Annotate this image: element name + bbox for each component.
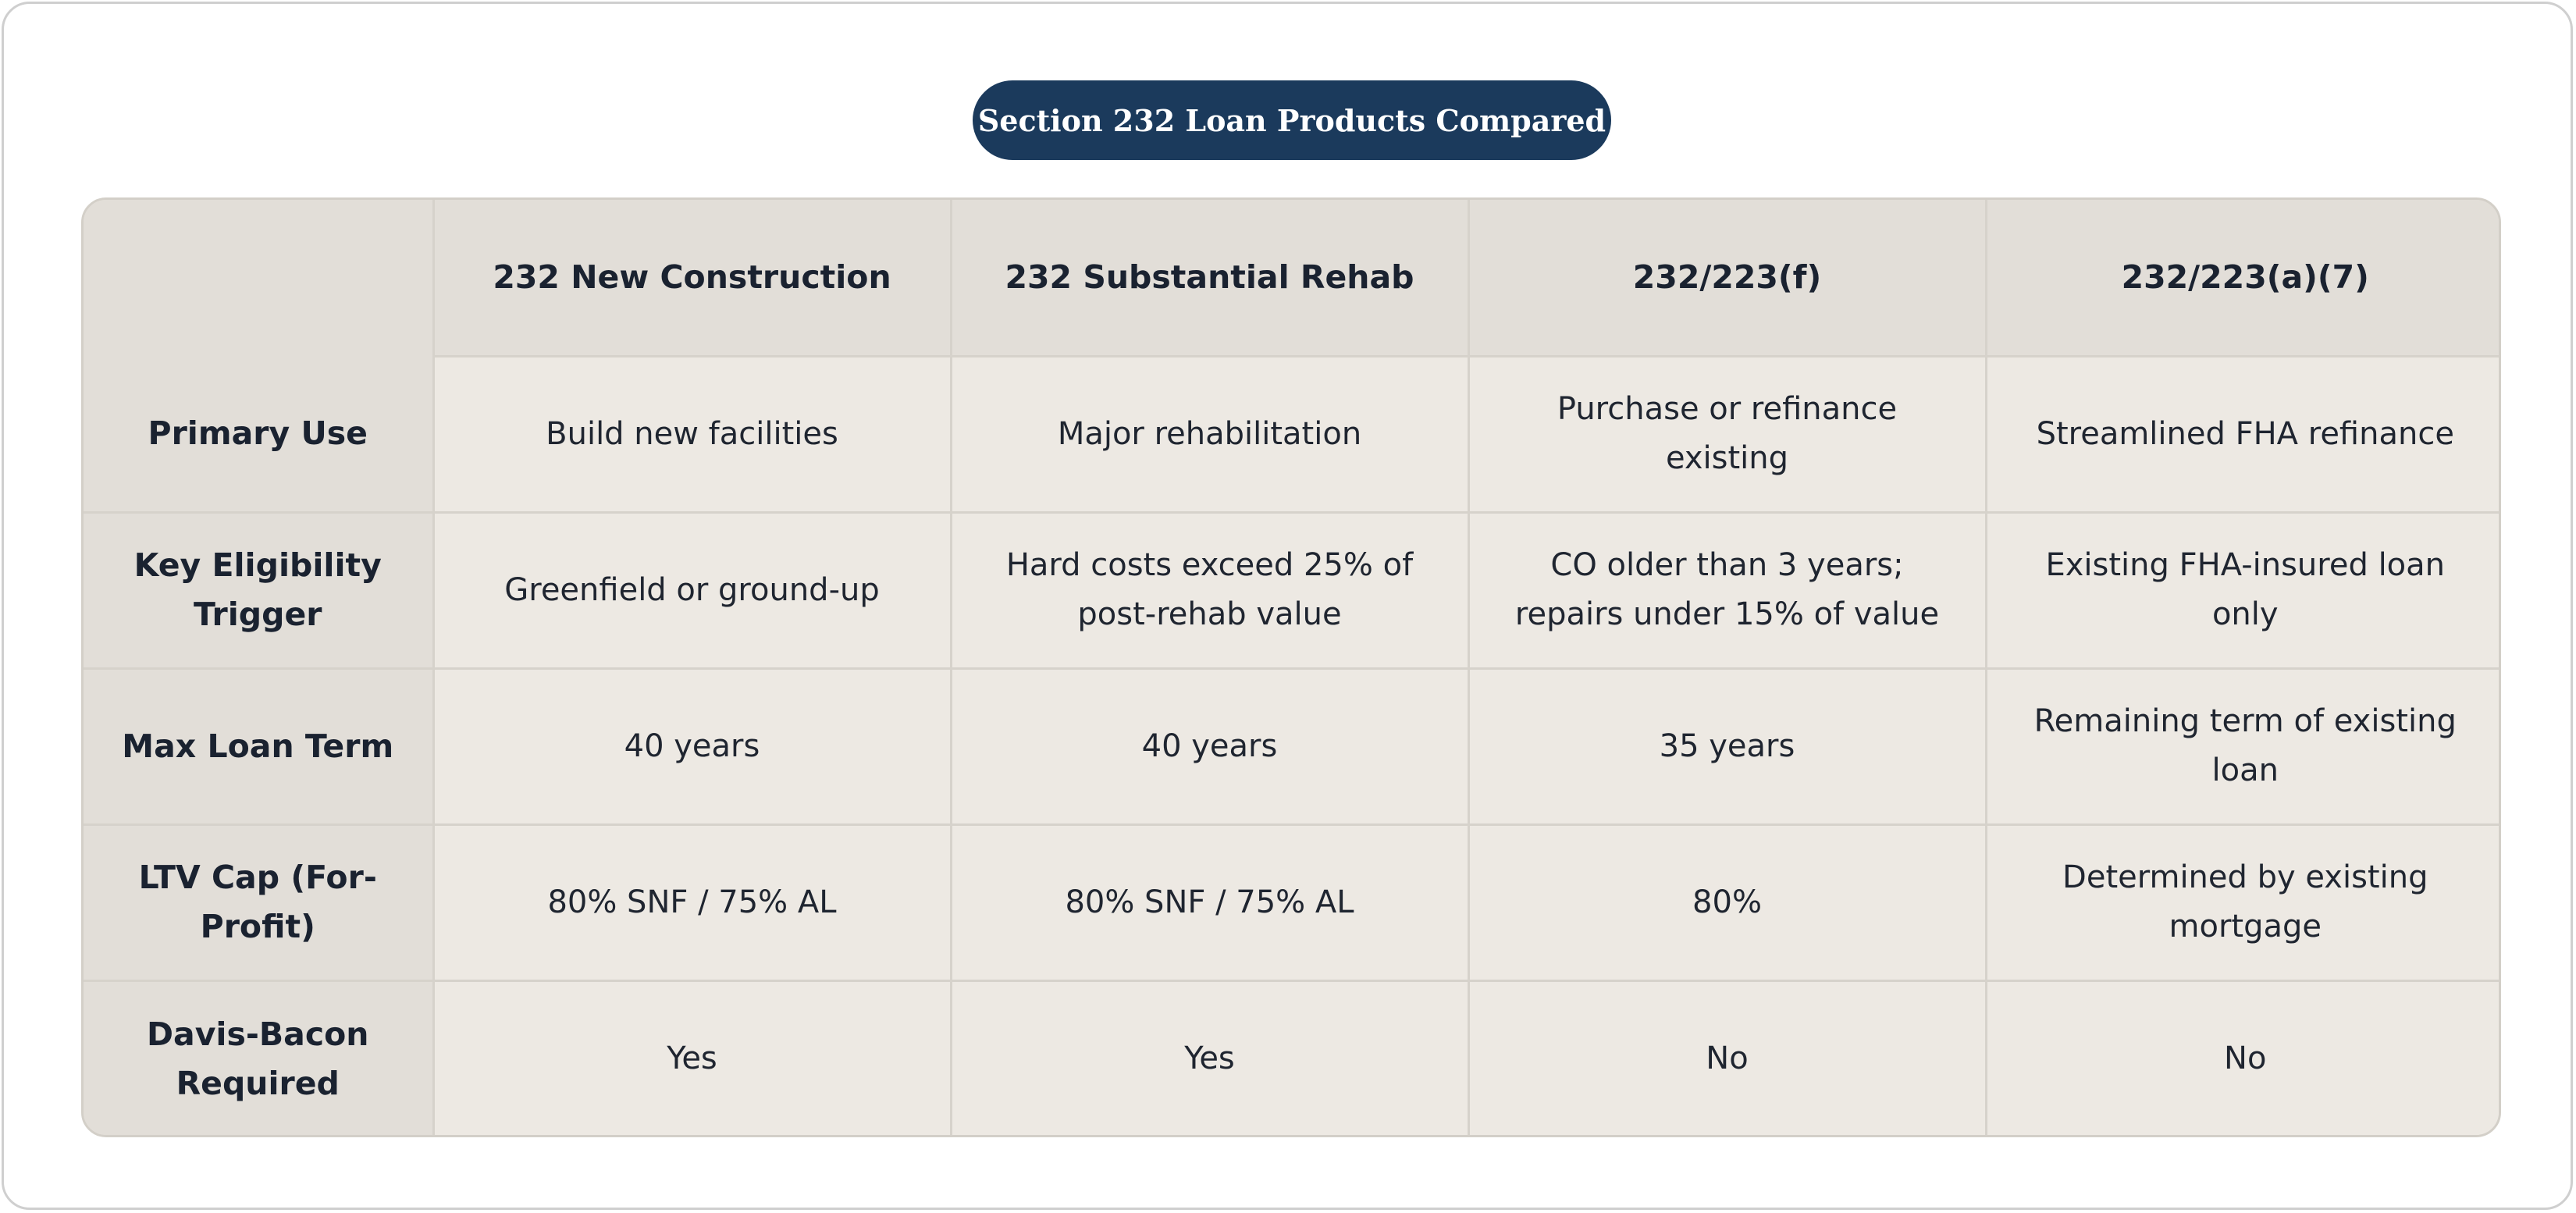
page-title: Section 232 Loan Products Compared [973, 80, 1611, 160]
row-header: Davis-Bacon Required [84, 979, 435, 1135]
table-cell: Build new facilities [432, 354, 952, 514]
table-row-eligibility-trigger: Key Eligibility Trigger Greenfield or gr… [84, 510, 2499, 670]
table-corner-cell [84, 200, 435, 356]
row-header: LTV Cap (For-Profit) [84, 823, 435, 982]
column-header-223f: 232/223(f) [1467, 200, 1987, 356]
column-header-223a7: 232/223(a)(7) [1984, 200, 2499, 356]
table-cell: Yes [432, 979, 952, 1135]
table-cell: 40 years [432, 667, 952, 826]
table-cell: 80% SNF / 75% AL [949, 823, 1470, 982]
table-cell: Determined by existing mortgage [1984, 823, 2499, 982]
table-cell: Purchase or refinance existing [1467, 354, 1987, 514]
table-cell: 80% [1467, 823, 1987, 982]
row-header: Primary Use [84, 356, 435, 514]
comparison-table-container: 232 New Construction 232 Substantial Reh… [81, 197, 2501, 1137]
comparison-table: 232 New Construction 232 Substantial Reh… [84, 200, 2499, 1135]
table-header-row: 232 New Construction 232 Substantial Reh… [84, 200, 2499, 356]
table-cell: CO older than 3 years; repairs under 15%… [1467, 510, 1987, 670]
table-cell: No [1467, 979, 1987, 1135]
table-row-ltv-cap: LTV Cap (For-Profit) 80% SNF / 75% AL 80… [84, 823, 2499, 982]
table-cell: Yes [949, 979, 1470, 1135]
table-cell: Remaining term of existing loan [1984, 667, 2499, 826]
column-header-substantial-rehab: 232 Substantial Rehab [949, 200, 1470, 356]
table-cell: Greenfield or ground-up [432, 510, 952, 670]
row-header: Key Eligibility Trigger [84, 510, 435, 670]
column-header-new-construction: 232 New Construction [432, 200, 952, 356]
table-cell: 80% SNF / 75% AL [432, 823, 952, 982]
table-cell: Existing FHA-insured loan only [1984, 510, 2499, 670]
table-cell: Major rehabilitation [949, 354, 1470, 514]
table-cell: Hard costs exceed 25% of post-rehab valu… [949, 510, 1470, 670]
table-cell: No [1984, 979, 2499, 1135]
table-cell: 35 years [1467, 667, 1987, 826]
table-cell: 40 years [949, 667, 1470, 826]
table-row-primary-use: Primary Use Build new facilities Major r… [84, 354, 2499, 514]
row-header: Max Loan Term [84, 667, 435, 826]
table-row-davis-bacon: Davis-Bacon Required Yes Yes No No [84, 979, 2499, 1135]
table-cell: Streamlined FHA refinance [1984, 354, 2499, 514]
table-row-max-loan-term: Max Loan Term 40 years 40 years 35 years… [84, 667, 2499, 826]
